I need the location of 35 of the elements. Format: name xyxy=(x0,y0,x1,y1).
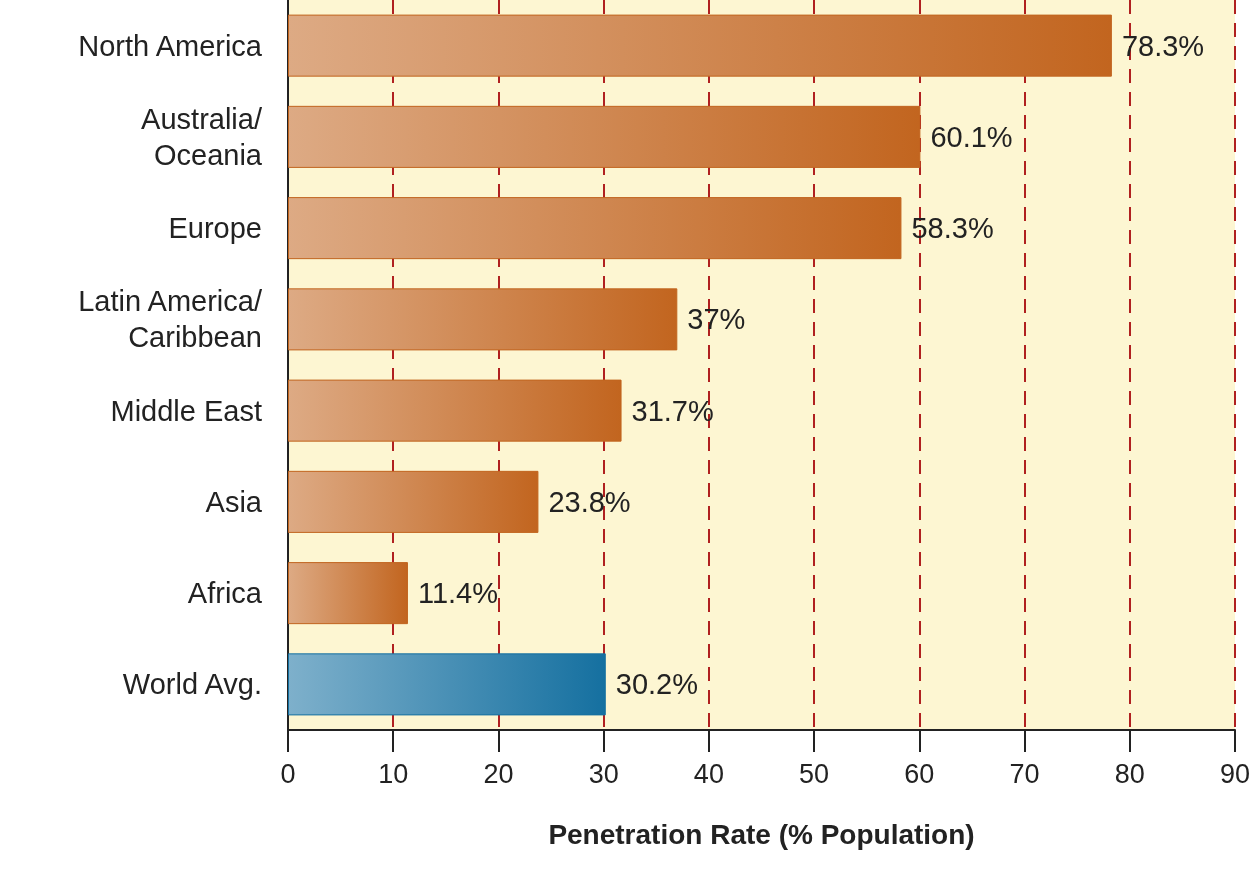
x-tick-label: 10 xyxy=(378,758,409,789)
bar xyxy=(288,14,1112,77)
y-tick-label: Asia xyxy=(205,485,263,518)
x-axis-title: Penetration Rate (% Population) xyxy=(548,818,975,850)
data-label: 78.3% xyxy=(1121,29,1205,62)
bar xyxy=(288,379,622,442)
bar xyxy=(288,288,678,351)
data-label: 58.3% xyxy=(911,212,994,245)
bar xyxy=(288,105,921,168)
x-tick-label: 60 xyxy=(904,758,935,789)
y-tick-label: North America xyxy=(78,29,263,62)
bar xyxy=(288,470,539,533)
x-tick-label: 30 xyxy=(588,758,619,789)
data-label: 60.1% xyxy=(930,120,1013,153)
data-label: 23.8% xyxy=(548,485,631,518)
bar xyxy=(288,197,902,260)
x-tick-label: 70 xyxy=(1009,758,1040,789)
x-tick-label: 20 xyxy=(483,758,514,789)
data-label: 30.2% xyxy=(615,668,699,701)
data-label: 31.7% xyxy=(631,394,714,427)
y-tick-label: Latin America/ Caribbean xyxy=(78,285,263,354)
y-tick-label: World Avg. xyxy=(122,668,262,701)
x-tick-label: 40 xyxy=(693,758,724,789)
data-label: 37% xyxy=(687,303,746,336)
x-tick-label: 80 xyxy=(1114,758,1145,789)
y-tick-label: Middle East xyxy=(110,394,262,427)
y-tick-label: Australia/ Oceania xyxy=(141,102,263,171)
y-tick-label: Africa xyxy=(187,577,263,610)
x-tick-label: 0 xyxy=(280,758,296,789)
x-tick-label: 90 xyxy=(1219,758,1251,789)
bar xyxy=(288,653,606,716)
y-tick-label: Europe xyxy=(168,212,262,245)
data-label: 11.4% xyxy=(417,577,499,610)
x-tick-label: 50 xyxy=(799,758,830,789)
bar xyxy=(288,562,408,625)
